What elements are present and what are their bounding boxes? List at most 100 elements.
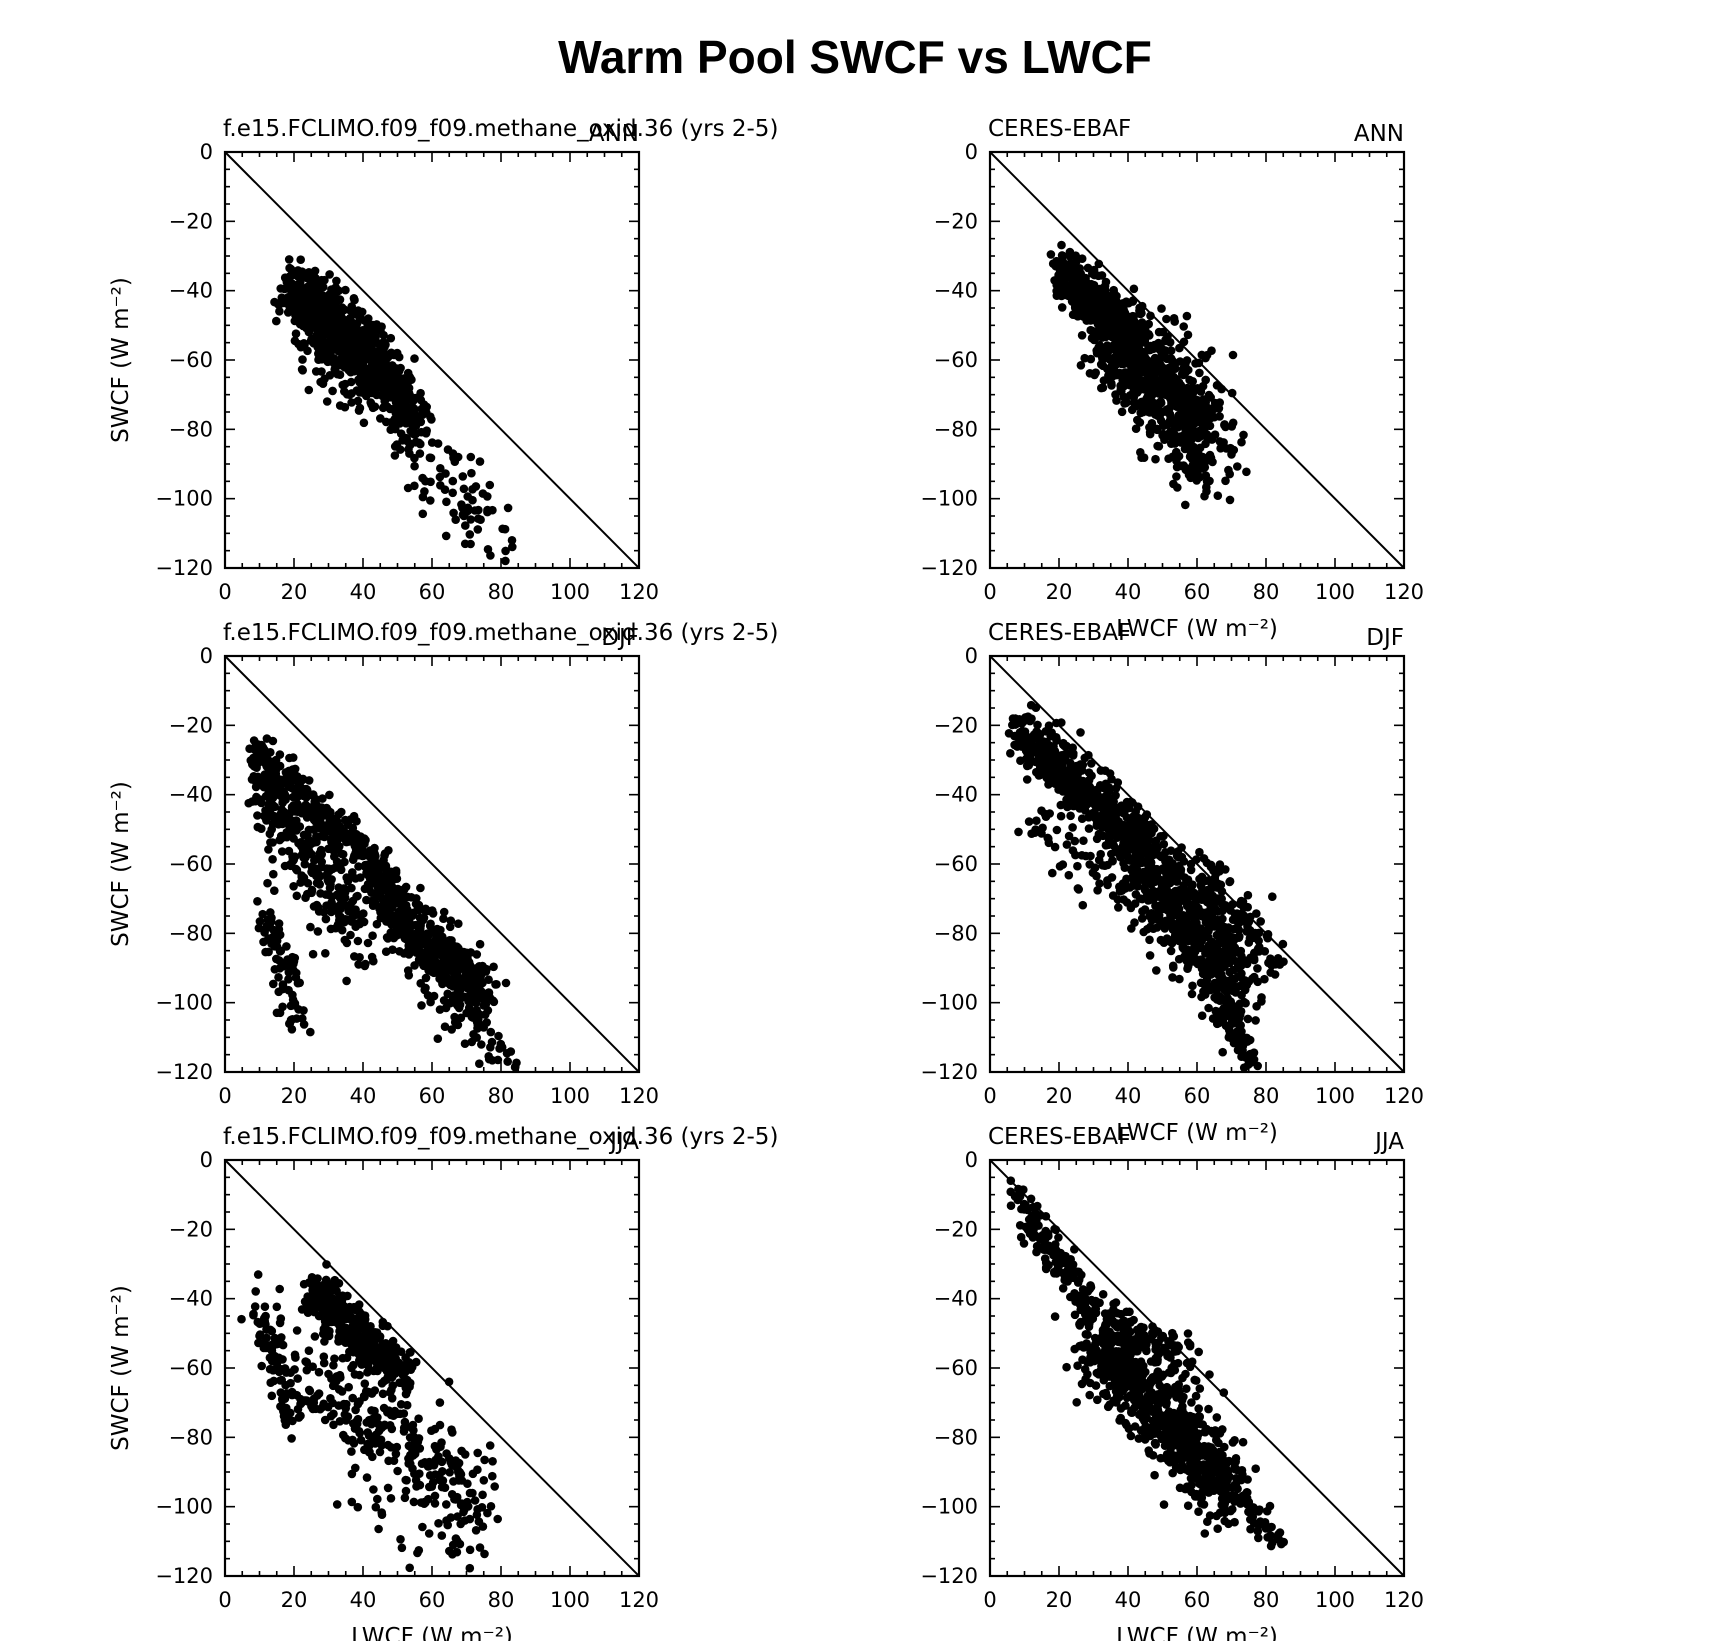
scatter-point [333,358,342,368]
scatter-point [270,886,279,895]
scatter-point [308,949,318,959]
scatter-point [303,889,312,899]
scatter-point [335,915,344,925]
scatter-point [307,334,316,344]
scatter-point [470,506,480,515]
scatter-point [1052,765,1062,774]
scatter-point [355,388,365,397]
scatter-point [1120,806,1129,816]
scatter-point [1129,284,1139,294]
scatter-point [1174,379,1184,389]
scatter-point [274,956,284,965]
x-tick-label: 60 [419,580,446,604]
scatter-point [1034,771,1044,780]
scatter-point [1128,311,1137,321]
y-tick-label: −60 [169,348,213,372]
scatter-point [275,750,285,759]
scatter-point [436,464,445,473]
scatter-point [426,477,435,487]
scatter-point [289,965,298,975]
scatter-point [430,943,440,953]
x-tick-label: 120 [1384,1084,1424,1108]
scatter-point [411,438,421,447]
scatter-point [296,255,306,264]
scatter-point [304,314,314,324]
scatter-point [1100,281,1110,291]
scatter-point [1032,746,1041,755]
scatter-point [367,952,377,962]
scatter-point [1228,350,1238,360]
x-tick-label: 120 [1384,580,1424,604]
scatter-point [1228,418,1238,428]
x-tick-label: 60 [1184,580,1211,604]
scatter-point [1201,375,1210,385]
scatter-point [367,369,376,379]
scatter-point [358,338,367,348]
scatter-point [1076,728,1085,737]
scatter-point [1157,304,1166,313]
scatter-point [1188,981,1197,991]
scatter-point [1122,297,1131,307]
scatter-point [1175,933,1184,943]
scatter-point [1138,319,1147,329]
scatter-point [303,282,312,292]
scatter-point [463,492,473,501]
scatter-point [1056,800,1066,810]
scatter-point [1118,356,1127,366]
scatter-point [477,988,487,997]
scatter-point [1084,750,1093,760]
x-tick-label: 0 [218,1084,231,1108]
scatter-point [1087,296,1097,306]
scatter-point [352,816,361,826]
scatter-point [291,864,301,874]
scatter-point [403,483,413,493]
scatter-point [1177,395,1186,405]
scatter-point [375,368,385,378]
x-tick-label: 20 [281,1084,308,1108]
scatter-point [1122,398,1131,407]
scatter-point [314,355,323,365]
scatter-point [283,282,292,292]
scatter-point [483,507,492,517]
scatter-point [1179,337,1189,347]
y-tick-label: −60 [169,852,213,876]
scatter-point [1135,418,1145,427]
scatter-point [1154,364,1164,373]
x-tick-label: 100 [1315,1084,1355,1108]
scatter-point [371,338,380,347]
scatter-point [420,906,429,915]
scatter-point [395,920,405,930]
scatter-point [420,985,430,995]
scatter-point [1189,442,1198,452]
scatter-point [418,410,428,420]
scatter-point [435,1005,445,1014]
scatter-point [410,461,419,471]
scatter-point [418,509,428,519]
scatter-point [405,449,414,458]
scatter-point [1098,783,1107,792]
scatter-point [471,998,481,1008]
scatter-point [1022,775,1032,784]
scatter-point [1084,812,1094,822]
panel-left-label: f.e15.FCLIMO.f09_f09.methane_oxid.36 (yr… [223,116,778,142]
scatter-point [1142,394,1151,404]
scatter-point [1195,368,1204,378]
scatter-point [300,859,310,869]
scatter-point [259,782,269,792]
scatter-point [1242,467,1251,477]
scatter-point [346,930,355,940]
scatter-point [390,451,400,460]
scatter-points [244,734,521,1072]
scatter-point [345,390,354,400]
scatter-point [1057,303,1067,312]
scatter-point [484,1054,494,1064]
scatter-point [359,418,369,428]
scatter-point [443,445,453,454]
scatter-point [378,342,388,352]
scatter-point [275,307,284,316]
scatter-point [1186,432,1195,442]
scatter-point [1239,430,1248,440]
x-tick-label: 100 [550,580,590,604]
scatter-point [503,1057,512,1066]
scatter-point [460,1039,470,1048]
